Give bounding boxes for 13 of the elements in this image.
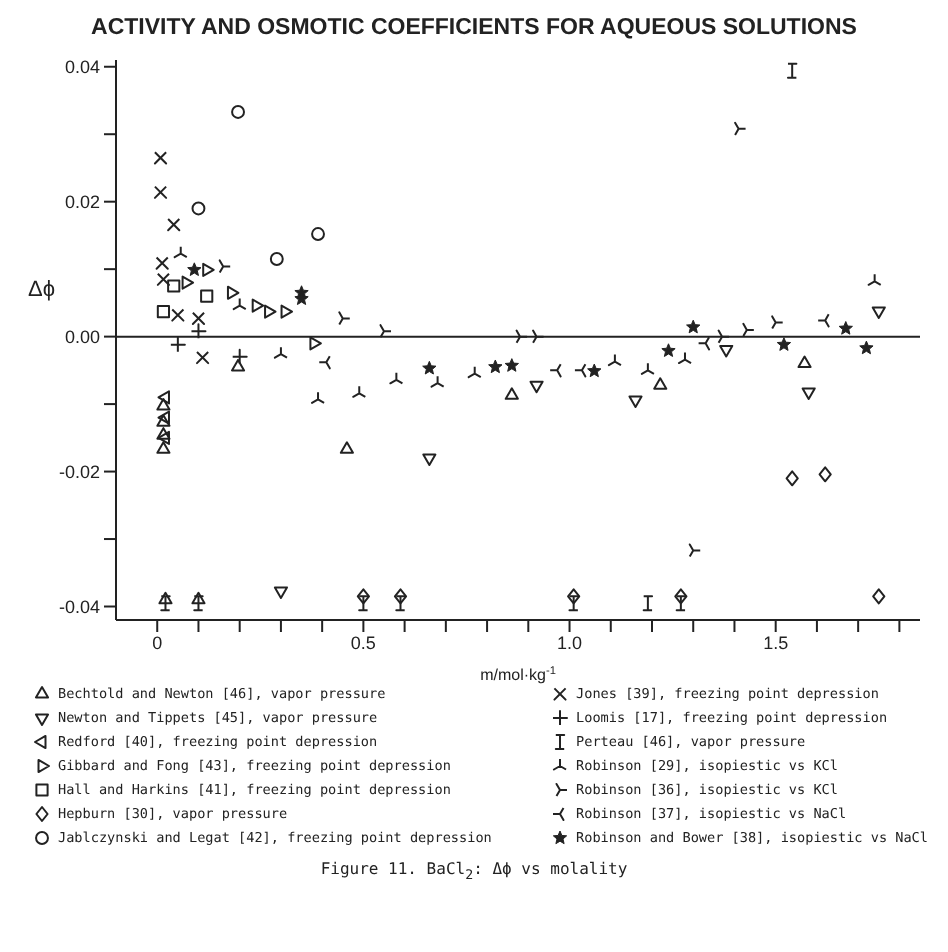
chart-title: ACTIVITY AND OSMOTIC COEFFICIENTS FOR AQUEOUS SOLUTIONS [89,16,859,40]
y-axis-title: Δϕ [28,278,56,302]
x-tick-label: 0.5 [350,632,376,653]
y-tick-label: 0.00 [64,327,100,348]
y-tick-label: -0.04 [58,596,100,617]
caption: Figure 11. BaCl$_{2}$: Δϕ vs molality [318,860,630,884]
y-tick-label: 0.02 [64,192,100,213]
y-tick-label: 0.04 [64,57,100,78]
x-tick-label: 0 [152,632,163,653]
x-tick-label: 1.0 [557,632,583,653]
x-tick-label: 1.5 [763,632,789,653]
y-tick-label: -0.02 [58,461,100,482]
x-axis-title: m/mol·kg$^{-1}$ [480,666,556,684]
